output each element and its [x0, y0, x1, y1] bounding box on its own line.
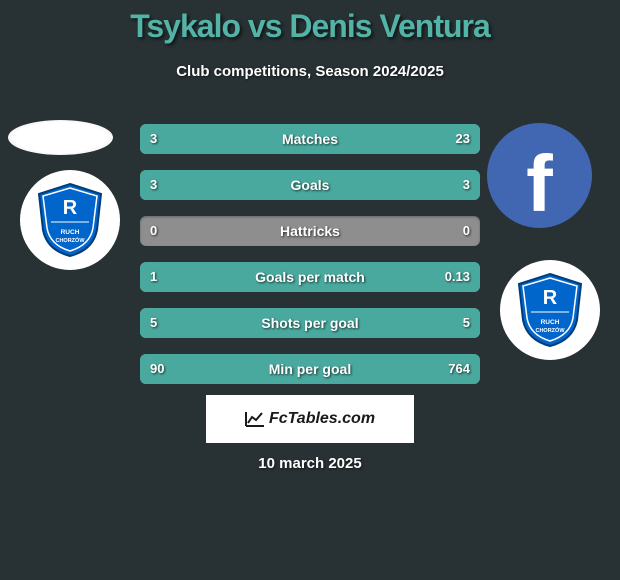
player-right-club-badge: R RUCH CHORZÓW	[500, 260, 600, 360]
stat-label: Goals per match	[140, 262, 480, 292]
stat-row: 55Shots per goal	[140, 308, 480, 338]
player-right-avatar: f	[487, 123, 592, 228]
ruch-chorzow-shield-icon: R RUCH CHORZÓW	[515, 272, 585, 348]
stat-label: Goals	[140, 170, 480, 200]
subtitle: Club competitions, Season 2024/2025	[0, 63, 620, 80]
svg-text:CHORZÓW: CHORZÓW	[535, 326, 565, 334]
player-left-club-badge: R RUCH CHORZÓW	[20, 170, 120, 270]
stat-label: Min per goal	[140, 354, 480, 384]
footer-brand-text: FcTables.com	[269, 410, 375, 428]
player-left-avatar	[8, 120, 113, 155]
stat-label: Hattricks	[140, 216, 480, 246]
svg-text:R: R	[63, 197, 78, 219]
facebook-icon: f	[526, 138, 553, 230]
footer-date: 10 march 2025	[0, 455, 620, 472]
ruch-chorzow-shield-icon: R RUCH CHORZÓW	[35, 182, 105, 258]
stat-row: 90764Min per goal	[140, 354, 480, 384]
chart-icon	[245, 411, 265, 427]
svg-text:CHORZÓW: CHORZÓW	[55, 236, 85, 244]
stat-row: 323Matches	[140, 124, 480, 154]
stat-row: 00Hattricks	[140, 216, 480, 246]
svg-text:RUCH: RUCH	[61, 229, 80, 236]
stat-label: Matches	[140, 124, 480, 154]
footer-brand-box: FcTables.com	[206, 395, 414, 443]
fctables-logo: FcTables.com	[245, 410, 375, 428]
svg-text:RUCH: RUCH	[541, 319, 560, 326]
stat-row: 33Goals	[140, 170, 480, 200]
stat-row: 10.13Goals per match	[140, 262, 480, 292]
svg-text:R: R	[543, 287, 558, 309]
stats-comparison-bars: 323Matches 33Goals 00Hattricks 10.13Goals p…	[140, 124, 480, 400]
page-title: Tsykalo vs Denis Ventura	[0, 0, 620, 45]
stat-label: Shots per goal	[140, 308, 480, 338]
